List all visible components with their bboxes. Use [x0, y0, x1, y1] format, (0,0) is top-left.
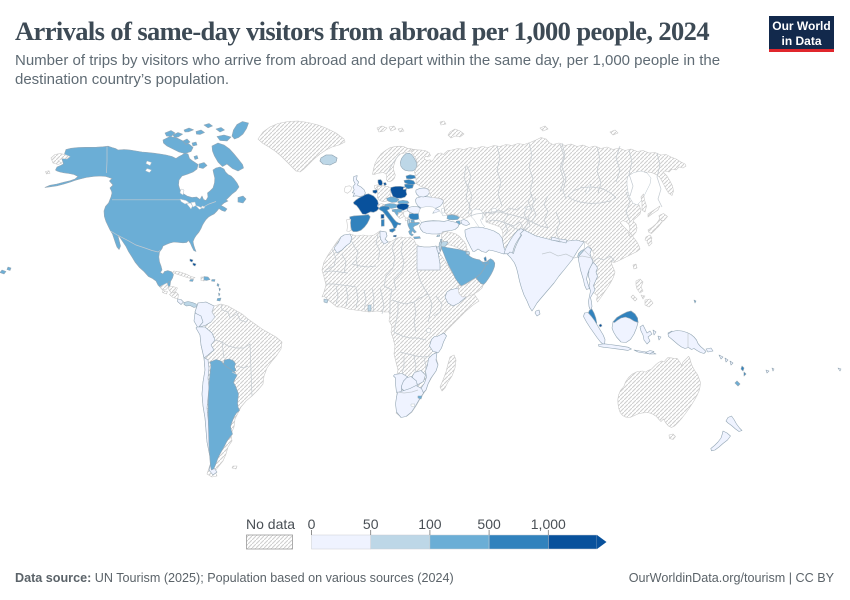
svg-text:500: 500	[477, 516, 501, 532]
svg-text:1,000: 1,000	[531, 516, 566, 532]
svg-text:50: 50	[363, 516, 379, 532]
svg-text:100: 100	[418, 516, 442, 532]
svg-text:No data: No data	[246, 516, 295, 532]
svg-text:0: 0	[308, 516, 316, 532]
